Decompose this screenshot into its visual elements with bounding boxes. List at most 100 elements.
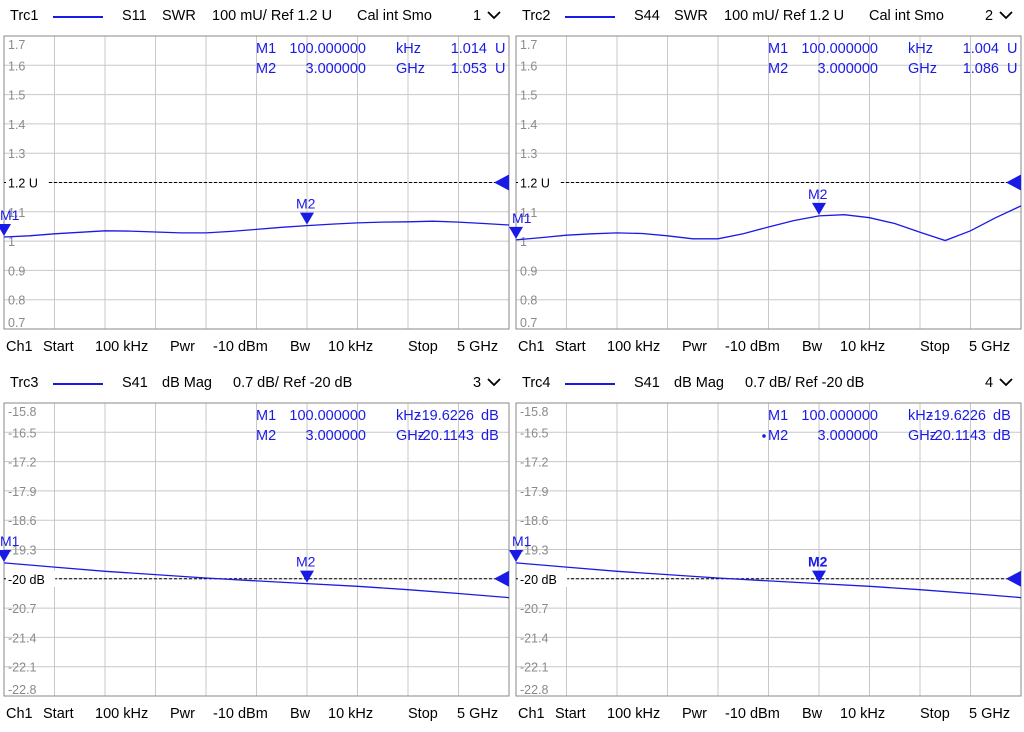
bandwidth-value: 10 kHz: [328, 339, 374, 355]
trace-header[interactable]: Trc3 S41 dB Mag 0.7 dB/ Ref -20 dB 3: [0, 367, 512, 400]
trace-color-swatch: [53, 383, 103, 385]
start-label: Start: [555, 339, 586, 355]
chevron-down-icon[interactable]: [999, 9, 1013, 21]
m1-marker-label: M1: [512, 533, 532, 549]
marker-readout-unit: GHz: [908, 428, 937, 444]
trace-panel-4[interactable]: Trc4 S41 dB Mag 0.7 dB/ Ref -20 dB 4 -15.8 -16…: [509, 367, 1024, 732]
ref-label-bg: [518, 174, 560, 191]
marker-readout-value: 100.000000: [289, 408, 366, 424]
start-label: Start: [555, 706, 586, 722]
trace-number: 4: [985, 375, 994, 391]
trace-header[interactable]: Trc1 S11 SWR 100 mU/ Ref 1.2 U Cal int Smo 1: [0, 0, 512, 33]
y-tick-label: 0.9: [8, 264, 25, 278]
trace-number: 2: [985, 8, 994, 24]
y-tick-label: -19.3: [520, 544, 549, 558]
power-value: -10 dBm: [725, 706, 780, 722]
marker-readout-name: M2: [768, 61, 788, 77]
channel-footer[interactable]: Ch1 Start 100 kHz Pwr -10 dBm Bw 10 kHz Stop 5 G…: [0, 336, 512, 360]
marker-readout-name: M1: [256, 41, 276, 57]
trace-name: Trc3: [10, 375, 39, 391]
trace-color-swatch: [53, 16, 103, 18]
trace-panel-2[interactable]: Trc2 S44 SWR 100 mU/ Ref 1.2 U Cal int Smo 2 1…: [509, 0, 1024, 365]
y-tick-label: 0.7: [8, 316, 25, 330]
marker-readout-reading: -19.6226: [417, 408, 474, 424]
trace-line: [515, 562, 1022, 599]
trace-diagram[interactable]: -15.8 -16.5 -17.2 -17.9 -18.6 -19.3 -20 dB -20.…: [0, 402, 510, 697]
channel-footer[interactable]: Ch1 Start 100 kHz Pwr -10 dBm Bw 10 kHz Stop 5 G…: [512, 336, 1024, 360]
channel-label: Ch1: [518, 339, 545, 355]
marker-readout-name: M1: [768, 41, 788, 57]
stop-label: Stop: [408, 339, 438, 355]
y-tick-label: -22.8: [8, 683, 37, 697]
y-tick-label: 1.7: [520, 38, 537, 52]
y-tick-label: 0.8: [520, 294, 537, 308]
trace-color-swatch: [565, 16, 615, 18]
m1-marker-icon: [509, 550, 523, 563]
marker-readout-reading: 1.004: [963, 41, 999, 57]
extra-label: Cal int Smo: [869, 8, 944, 24]
y-tick-label: -17.2: [520, 456, 549, 470]
stop-value: 5 GHz: [457, 706, 499, 722]
s-parameter: S41: [122, 375, 148, 391]
reference-arrow-icon: [1006, 174, 1021, 191]
y-tick-label: -20 dB: [8, 573, 45, 587]
channel-label: Ch1: [518, 706, 545, 722]
y-tick-label: 1.5: [520, 89, 537, 103]
marker-readout-reading: 1.014: [451, 41, 487, 57]
trace-diagram[interactable]: 1.7 1.6 1.5 1.4 1.3 1.2 U 1.1 1 0.9 0.8 0.7 M1 M2 M1 1…: [0, 35, 510, 330]
trace-header[interactable]: Trc2 S44 SWR 100 mU/ Ref 1.2 U Cal int Smo 2: [512, 0, 1024, 33]
y-tick-label: -17.2: [8, 456, 37, 470]
marker-readout-name: M1: [256, 408, 276, 424]
y-tick-label: -15.8: [8, 405, 37, 419]
channel-label: Ch1: [6, 339, 33, 355]
m1-marker-icon: [509, 226, 523, 239]
trace-panel-3[interactable]: Trc3 S41 dB Mag 0.7 dB/ Ref -20 dB 3 -15.8 -16…: [0, 367, 512, 732]
start-value: 100 kHz: [607, 706, 661, 722]
marker-readout-value: 100.000000: [801, 41, 878, 57]
y-tick-label: 0.8: [8, 294, 25, 308]
ref-label-bg: [518, 570, 568, 587]
channel-footer[interactable]: Ch1 Start 100 kHz Pwr -10 dBm Bw 10 kHz Stop 5 G…: [0, 703, 512, 727]
y-tick-label: -17.9: [520, 485, 549, 499]
format-label: SWR: [162, 8, 196, 24]
marker-readout-name: M2: [256, 61, 276, 77]
bandwidth-label: Bw: [290, 339, 311, 355]
m1-marker-icon: [0, 550, 11, 563]
trace-number: 3: [473, 375, 482, 391]
chevron-down-icon[interactable]: [487, 376, 501, 388]
y-tick-label: 1.5: [8, 89, 25, 103]
marker-readout-unit: kHz: [908, 408, 933, 424]
bandwidth-label: Bw: [290, 706, 311, 722]
m1-marker-label: M1: [0, 533, 20, 549]
marker-readout-unit: kHz: [908, 41, 933, 57]
channel-footer[interactable]: Ch1 Start 100 kHz Pwr -10 dBm Bw 10 kHz Stop 5 G…: [512, 703, 1024, 727]
trace-diagram[interactable]: 1.7 1.6 1.5 1.4 1.3 1.2 U 1.1 1 0.9 0.8 0.7 M1 M2 M1 1…: [509, 35, 1022, 330]
reference-arrow-icon: [494, 570, 509, 587]
stop-label: Stop: [920, 706, 950, 722]
trace-line: [3, 220, 510, 238]
y-tick-label: -18.6: [8, 514, 37, 528]
marker-readout-unit: kHz: [396, 41, 421, 57]
y-tick-label: -18.6: [520, 514, 549, 528]
y-tick-label: -15.8: [520, 405, 549, 419]
marker-readout-runit: dB: [993, 408, 1011, 424]
m2-marker-label: M2: [296, 196, 316, 212]
power-label: Pwr: [170, 706, 195, 722]
marker-readout-reading: 1.086: [963, 61, 999, 77]
bandwidth-value: 10 kHz: [840, 339, 886, 355]
trace-diagram[interactable]: -15.8 -16.5 -17.2 -17.9 -18.6 -19.3 -20 dB -20.…: [509, 402, 1022, 697]
trace-panel-1[interactable]: Trc1 S11 SWR 100 mU/ Ref 1.2 U Cal int Smo 1 1…: [0, 0, 512, 365]
scale-label: 100 mU/ Ref 1.2 U: [724, 8, 845, 24]
bandwidth-value: 10 kHz: [328, 706, 374, 722]
chevron-down-icon[interactable]: [487, 9, 501, 21]
stop-label: Stop: [408, 706, 438, 722]
y-tick-label: 1.6: [520, 59, 537, 73]
marker-readout-name: M2: [256, 428, 276, 444]
trace-header[interactable]: Trc4 S41 dB Mag 0.7 dB/ Ref -20 dB 4: [512, 367, 1024, 400]
chevron-down-icon[interactable]: [999, 376, 1013, 388]
y-tick-label: -22.1: [520, 661, 549, 675]
stop-value: 5 GHz: [969, 339, 1011, 355]
marker-readout-value: 100.000000: [289, 41, 366, 57]
power-label: Pwr: [682, 706, 707, 722]
y-tick-label: 1.3: [8, 147, 25, 161]
